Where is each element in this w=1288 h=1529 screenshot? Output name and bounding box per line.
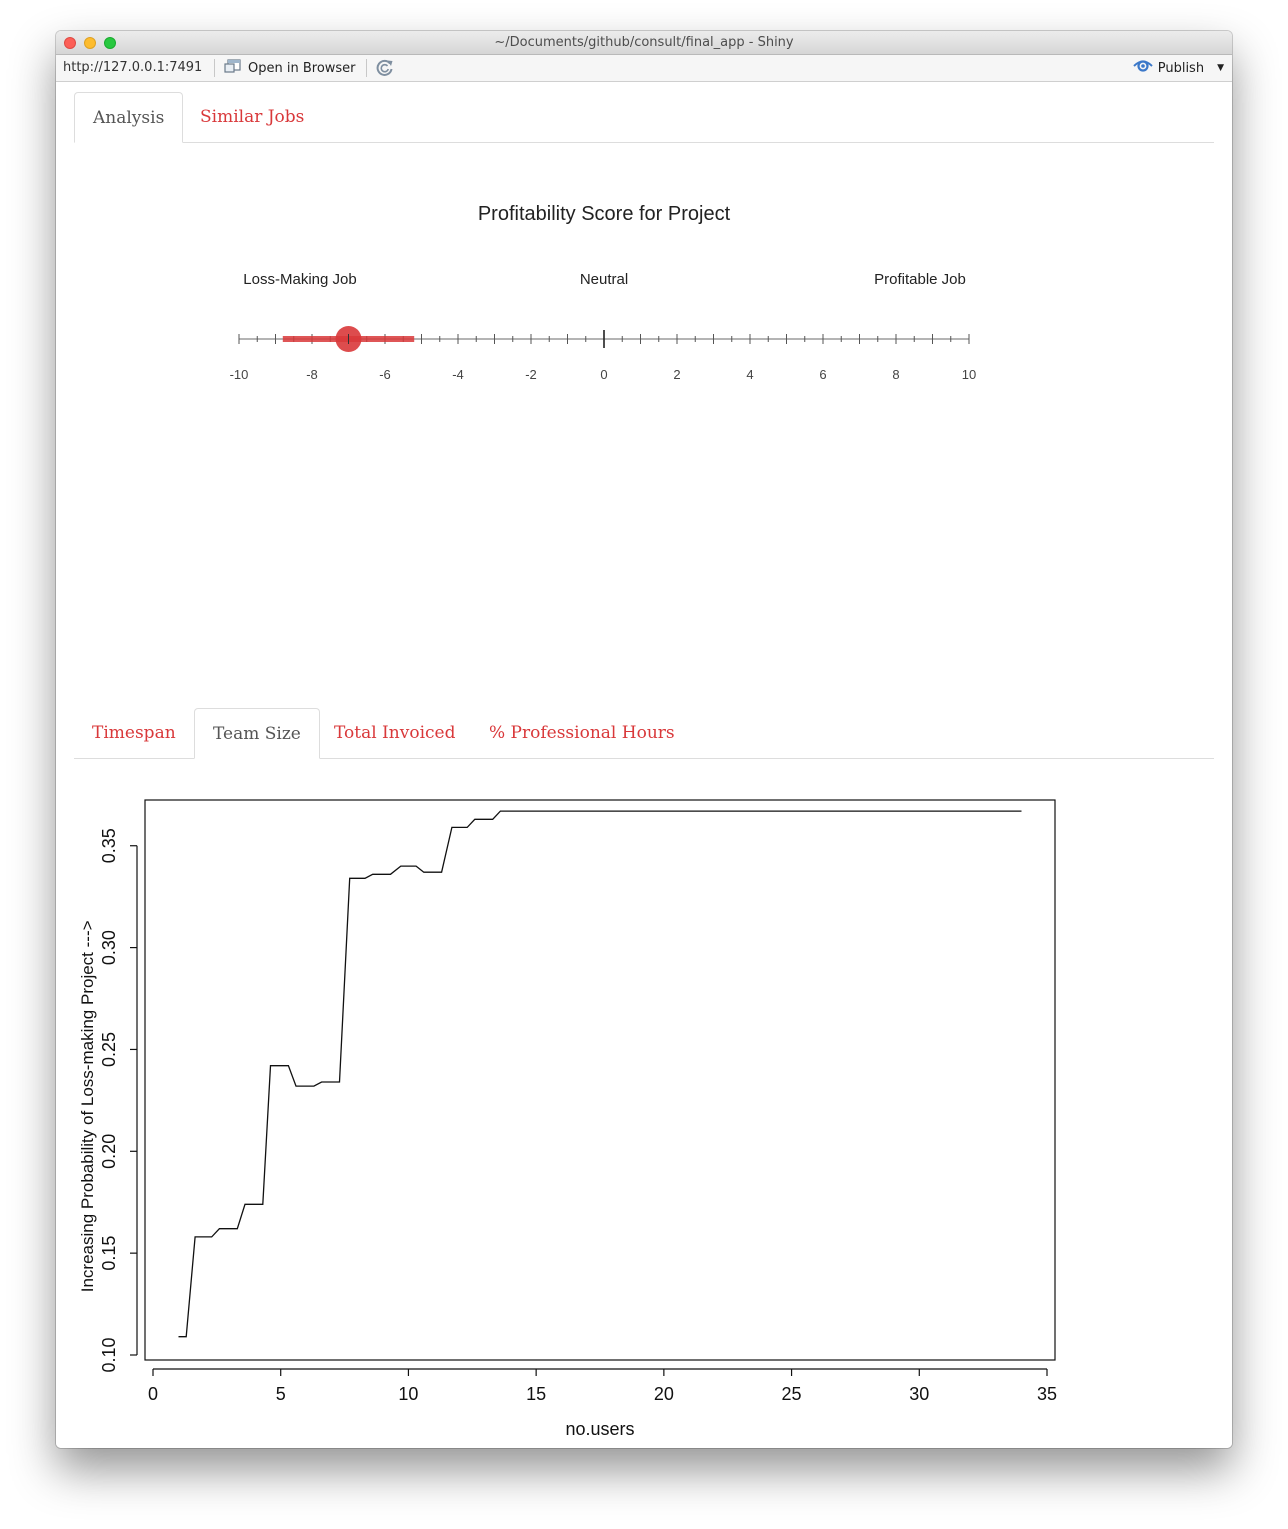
x-axis-label: no.users bbox=[565, 1419, 634, 1439]
maximize-window-button[interactable] bbox=[104, 37, 116, 49]
gauge-label-right: Profitable Job bbox=[874, 271, 966, 288]
gauge-tick-label: -4 bbox=[452, 367, 464, 382]
x-tick-label: 20 bbox=[654, 1384, 674, 1404]
tab-timespan[interactable]: Timespan bbox=[92, 723, 176, 743]
refresh-button[interactable] bbox=[375, 58, 395, 82]
x-tick-label: 0 bbox=[148, 1384, 158, 1404]
gauge-tick-label: -6 bbox=[379, 367, 391, 382]
tab-team-size[interactable]: Team Size bbox=[194, 708, 320, 759]
title-bar: ~/Documents/github/consult/final_app - S… bbox=[56, 31, 1232, 55]
x-tick-label: 10 bbox=[398, 1384, 418, 1404]
x-tick-label: 25 bbox=[782, 1384, 802, 1404]
y-tick-label: 0.15 bbox=[99, 1236, 119, 1271]
y-tick-label: 0.25 bbox=[99, 1032, 119, 1067]
gauge-title: Profitability Score for Project bbox=[478, 203, 731, 225]
top-tabset: Analysis Similar Jobs bbox=[74, 92, 1214, 143]
gauge-label-center: Neutral bbox=[580, 271, 628, 288]
close-window-button[interactable] bbox=[64, 37, 76, 49]
gauge-tick-label: 4 bbox=[746, 367, 753, 382]
variable-tabset: Timespan Team Size Total Invoiced % Prof… bbox=[74, 708, 1214, 759]
x-tick-label: 5 bbox=[276, 1384, 286, 1404]
app-window: ~/Documents/github/consult/final_app - S… bbox=[56, 31, 1232, 1448]
minimize-window-button[interactable] bbox=[84, 37, 96, 49]
refresh-icon bbox=[375, 59, 395, 82]
y-tick-label: 0.35 bbox=[99, 828, 119, 863]
toolbar-divider bbox=[366, 59, 367, 77]
gauge-tick-label: 6 bbox=[819, 367, 826, 382]
url-display: http://127.0.0.1:7491 bbox=[63, 60, 203, 75]
toolbar-divider bbox=[214, 59, 215, 77]
open-in-browser-label: Open in Browser bbox=[248, 60, 356, 76]
tab-similar-jobs[interactable]: Similar Jobs bbox=[200, 107, 305, 127]
gauge-tick-label: 8 bbox=[892, 367, 899, 382]
team-size-plot: 0 5 10 15 20 25 30 35 no.users 0.10 0.15 0.20 0.25 0.… bbox=[78, 799, 1057, 1439]
window-title: ~/Documents/github/consult/final_app - S… bbox=[494, 35, 794, 50]
tab-professional-hours[interactable]: % Professional Hours bbox=[489, 723, 675, 743]
gauge-tick-label: 10 bbox=[962, 367, 976, 382]
y-tick-label: 0.30 bbox=[99, 930, 119, 965]
y-tick-label: 0.10 bbox=[99, 1337, 119, 1372]
gauge-tick-label: -8 bbox=[306, 367, 318, 382]
y-axis-label: Increasing Probability of Loss-making Pr… bbox=[78, 920, 97, 1292]
x-tick-label: 35 bbox=[1037, 1384, 1057, 1404]
publish-button[interactable]: Publish ▼ bbox=[1133, 58, 1224, 78]
tab-analysis[interactable]: Analysis bbox=[74, 92, 184, 143]
series-line bbox=[178, 810, 1022, 1338]
gauge-tick-label: 2 bbox=[673, 367, 680, 382]
x-tick-label: 15 bbox=[526, 1384, 546, 1404]
gauge-tick-label: 0 bbox=[600, 367, 607, 382]
open-in-browser-icon bbox=[224, 58, 242, 78]
app-content: Analysis Similar Jobs Profitability Scor… bbox=[56, 82, 1232, 1448]
gauge-tick-label: -10 bbox=[230, 367, 249, 382]
viewer-toolbar: http://127.0.0.1:7491 Open in Browser bbox=[56, 55, 1232, 82]
plot-frame bbox=[144, 799, 1056, 1361]
x-tick-label: 30 bbox=[909, 1384, 929, 1404]
open-in-browser-button[interactable]: Open in Browser bbox=[224, 58, 356, 78]
gauge-tick-label: -2 bbox=[525, 367, 537, 382]
tab-total-invoiced[interactable]: Total Invoiced bbox=[334, 723, 456, 743]
chevron-down-icon[interactable]: ▼ bbox=[1217, 63, 1224, 73]
profitability-gauge: Profitability Score for Project Loss-Mak… bbox=[230, 203, 977, 382]
publish-icon bbox=[1133, 58, 1153, 78]
publish-label: Publish bbox=[1157, 60, 1205, 76]
y-tick-label: 0.20 bbox=[99, 1134, 119, 1169]
gauge-label-left: Loss-Making Job bbox=[243, 271, 356, 288]
